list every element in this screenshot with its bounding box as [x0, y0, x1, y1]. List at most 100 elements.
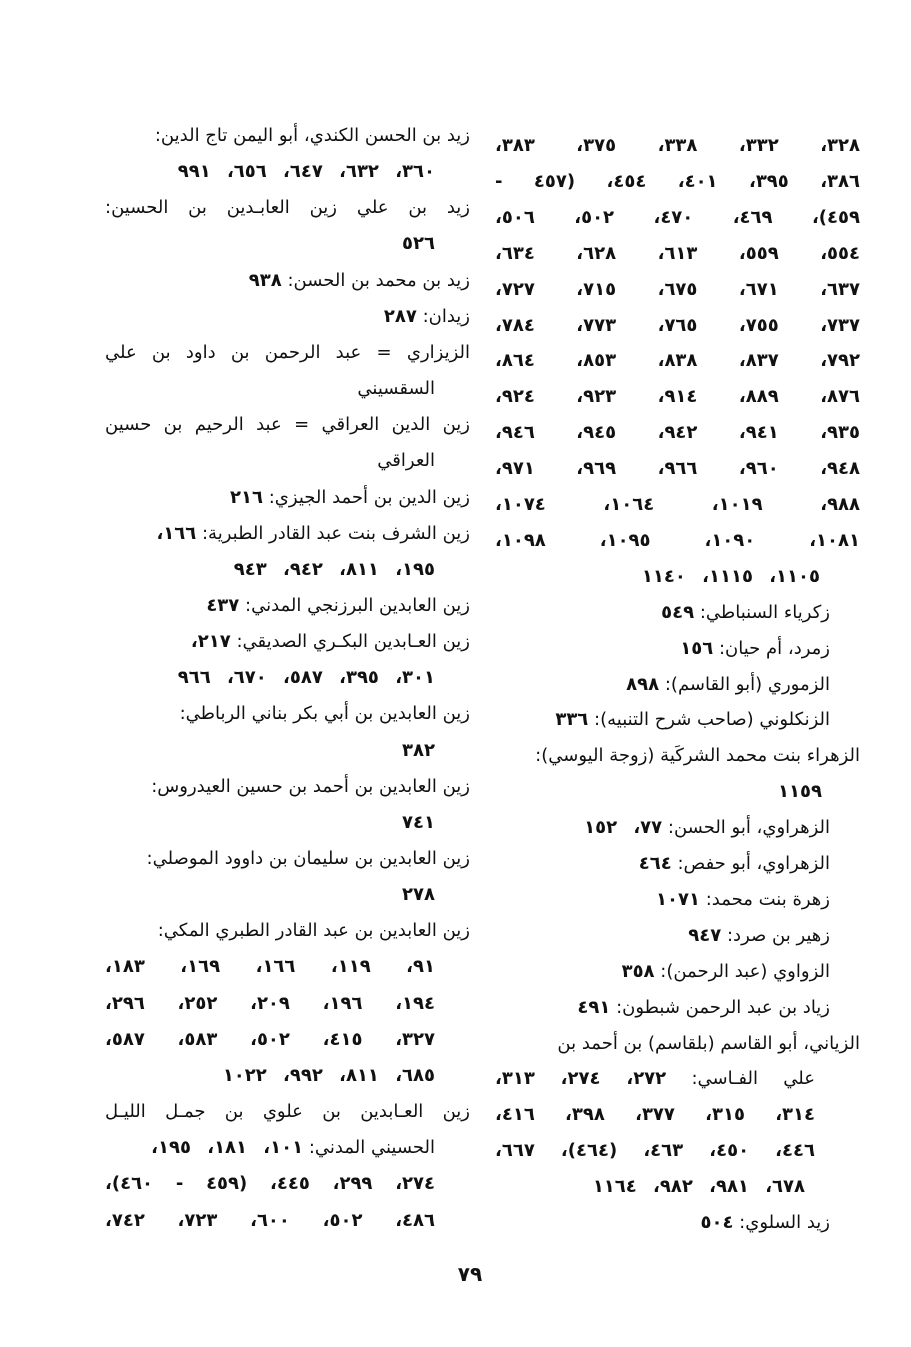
index-line: السقسيني: [357, 372, 435, 406]
page-references: ٢١٧،: [190, 631, 231, 653]
entry-name: زمرد، أم حيان:: [713, 637, 830, 659]
index-line: زيد بن الحسن الكندي، أبو اليمن تاج الدين…: [155, 119, 470, 153]
index-line: زمرد، أم حيان: ١٥٦: [680, 632, 830, 666]
index-line: ٨٧٦، ٨٨٩، ٩١٤، ٩٢٣، ٩٢٤،: [495, 380, 860, 414]
page-references: ٢٧٨: [402, 884, 435, 906]
page-references: ٣٢٨، ٣٣٢، ٣٣٨، ٣٧٥، ٣٨٣،: [495, 135, 860, 156]
entry-name: زهرة بنت محمد:: [699, 888, 830, 910]
page-references: ١٠١، ١٨١، ١٩٥،: [151, 1137, 304, 1159]
page-references: ١٩٥، ٨١١، ٩٤٢، ٩٤٣: [233, 558, 435, 580]
page-references: ٢١٦: [230, 486, 264, 508]
index-line: ٧٤١: [402, 806, 435, 840]
index-line: العراقي: [377, 444, 435, 478]
index-line: زين العابدين بن أحمد بن حسين العيدروس:: [151, 770, 470, 804]
index-line: ٣٦٠، ٦٣٢، ٦٤٧، ٦٥٦، ٩٩١: [178, 155, 435, 189]
index-line: زين العـابدين بن علوي بن جمـل الليـل: [105, 1095, 470, 1129]
index-line: ٧٩٢، ٨٣٧، ٨٣٨، ٨٥٣، ٨٦٤،: [495, 344, 860, 378]
index-line: ٢٧٨: [402, 878, 435, 912]
index-line: ٥٥٤، ٥٥٩، ٦١٣، ٦٢٨، ٦٣٤،: [495, 237, 860, 271]
index-line: الزهراوي، أبو حفص: ٤٦٤: [639, 847, 830, 881]
page-references: ٥٤٩: [661, 601, 695, 623]
page-references: ٥٢٦: [402, 233, 435, 255]
page-references: ٦٧٨، ٩٨١، ٩٨٢، ١١٦٤: [592, 1176, 805, 1198]
index-line: ٩١، ١١٩، ١٦٦، ١٦٩، ١٨٣،: [105, 950, 435, 984]
index-line: الحسيني المدني: ١٠١، ١٨١، ١٩٥،: [151, 1131, 435, 1165]
page-references: ٩٨٨، ١٠١٩، ١٠٦٤، ١٠٧٤،: [495, 494, 861, 515]
entry-name: الزواوي (عبد الرحمن):: [654, 960, 830, 982]
index-line: ٣٢٧، ٤١٥، ٥٠٢، ٥٨٣، ٥٨٧،: [105, 1023, 435, 1057]
page-references: ١١٥٩: [778, 781, 822, 803]
index-line: ٦٧٨، ٩٨١، ٩٨٢، ١١٦٤: [593, 1170, 805, 1204]
index-line: ٩٤٨، ٩٦٠، ٩٦٦، ٩٦٩، ٩٧١،: [495, 452, 860, 486]
index-line: ٢٧٤، ٢٩٩، ٤٤٥، (٤٥٩ - ٤٦٠)،: [105, 1167, 435, 1201]
entry-name: زيدان:: [416, 305, 470, 327]
page-references: ٧٩٢، ٨٣٧، ٨٣٨، ٨٥٣، ٨٦٤،: [495, 350, 860, 372]
index-line: زهرة بنت محمد: ١٠٧١: [656, 883, 830, 917]
page-references: ٣١٤، ٣١٥، ٣٧٧، ٣٩٨، ٤١٦،: [495, 1104, 815, 1126]
index-line: ٣٢٨، ٣٣٢، ٣٣٨، ٣٧٥، ٣٨٣،: [495, 129, 860, 163]
index-line: ٤٥٩)، ٤٦٩، ٤٧٠، ٥٠٢، ٥٠٦،: [495, 201, 860, 235]
index-line: ٦٣٧، ٦٧١، ٦٧٥، ٧١٥، ٧٢٧،: [495, 273, 860, 307]
index-line: ٥٢٦: [402, 227, 435, 261]
index-line: ٣١٤، ٣١٥، ٣٧٧، ٣٩٨، ٤١٦،: [495, 1098, 815, 1132]
page-references: ٥٥٤، ٥٥٩، ٦١٣، ٦٢٨، ٦٣٤،: [495, 242, 860, 264]
index-line: الزهراوي، أبو الحسن: ٧٧، ١٥٢: [584, 811, 830, 845]
page-references: ١٩٤، ١٩٦، ٢٠٩، ٢٥٢، ٢٩٦،: [105, 992, 435, 1014]
entry-name: زين العابدين البرزنجي المدني:: [239, 594, 470, 616]
entry-name: زين العـابدين البكـري الصديقي:: [230, 631, 470, 653]
page-references: ١١٠٥، ١١١٥، ١١٤٠: [641, 565, 820, 587]
index-line: ٧٣٧، ٧٥٥، ٧٦٥، ٧٧٣، ٧٨٤،: [495, 309, 860, 343]
index-line: زين العابدين البرزنجي المدني: ٤٣٧: [206, 589, 470, 623]
index-line: زيد بن علي زين العابـدين بن الحسين:: [105, 191, 470, 225]
index-line: زياد بن عبد الرحمن شبطون: ٤٩١: [577, 991, 830, 1025]
page-references: ٣٥٨: [621, 960, 655, 982]
index-line: زين العابدين بن أبي بكر بناني الرباطي:: [180, 697, 470, 731]
entry-name: زيد بن علي زين العابـدين بن الحسين:: [105, 197, 470, 219]
entry-name: زيد السلوي:: [733, 1212, 830, 1233]
page-references: ٤٦٤: [638, 853, 672, 874]
entry-name: زين العـابدين بن علوي بن جمـل الليـل: [105, 1101, 470, 1123]
index-line: زين العابدين بن عبد القادر الطبري المكي:: [158, 914, 470, 948]
page-references: ٩٤٧: [688, 924, 722, 946]
index-line: زهير بن صرد: ٩٤٧: [688, 919, 830, 953]
entry-name: الزهراوي، أبو الحسن:: [662, 817, 830, 839]
page-references: ١٥٦: [680, 637, 714, 659]
page-references: ٧٧، ١٥٢: [584, 817, 663, 839]
page-references: ٣٨٦، ٣٩٥، ٤٠١، ٤٥٤، (٤٥٧ -: [495, 170, 861, 192]
entry-name: الزهراء بنت محمد الشركَية (زوجة اليوسي):: [535, 745, 860, 767]
index-line: ٤٤٦، ٤٥٠، ٤٦٣، (٤٦٤)، ٦٦٧،: [495, 1134, 815, 1168]
index-line: زيد بن محمد بن الحسن: ٩٣٨: [249, 264, 470, 298]
index-line: زين الدين بن أحمد الجيزي: ٢١٦: [230, 481, 470, 515]
entry-name: زياد بن عبد الرحمن شبطون:: [610, 996, 830, 1018]
index-line: ١١٥٩: [778, 775, 822, 809]
index-line: زين العابدين بن سليمان بن داوود الموصلي:: [147, 842, 470, 876]
index-line: زكرياء السنباطي: ٥٤٩: [661, 596, 830, 630]
index-column-left: زيد بن الحسن الكندي، أبو اليمن تاج الدين…: [105, 0, 470, 1231]
entry-name: الزياني، أبو القاسم (بلقاسم) بن أحمد بن: [557, 1032, 860, 1054]
entry-name: زيد بن محمد بن الحسن:: [281, 269, 470, 291]
index-line: الزموري (أبو القاسم): ٨٩٨: [626, 668, 830, 702]
entry-name: زين العابدين بن أحمد بن حسين العيدروس:: [151, 775, 470, 797]
page-references: ٨٩٨: [626, 673, 660, 695]
page-references: ٣٠١، ٣٩٥، ٥٨٧، ٦٧٠، ٩٦٦: [177, 667, 435, 689]
index-line: زيد السلوي: ٥٠٤: [700, 1206, 830, 1240]
page-references: ٤٤٦، ٤٥٠، ٤٦٣، (٤٦٤)، ٦٦٧،: [495, 1140, 815, 1162]
page-references: ١٠٧١: [656, 888, 700, 910]
entry-name: زيد بن الحسن الكندي، أبو اليمن تاج الدين…: [154, 125, 470, 146]
entry-name: زين الشرف بنت عبد القادر الطبرية:: [196, 522, 470, 544]
entry-name: الزيزاري = عبد الرحمن بن داود بن علي: [105, 341, 470, 363]
entry-name: زين الدين بن أحمد الجيزي:: [263, 486, 470, 508]
page-references: ٦٨٥، ٨١١، ٩٩٢، ١٠٢٢: [222, 1064, 435, 1086]
entry-name: زين العابدين بن سليمان بن داوود الموصلي:: [146, 848, 470, 869]
index-line: ١١٠٥، ١١١٥، ١١٤٠: [642, 560, 820, 594]
index-line: ٩٨٨، ١٠١٩، ١٠٦٤، ١٠٧٤،: [495, 488, 860, 522]
page-references: ٩١، ١١٩، ١٦٦، ١٦٩، ١٨٣،: [105, 956, 436, 978]
index-line: الزياني، أبو القاسم (بلقاسم) بن أحمد بن: [557, 1027, 860, 1061]
index-line: الزيزاري = عبد الرحمن بن داود بن علي: [105, 336, 470, 370]
page-references: ٢٧٤، ٢٩٩، ٤٤٥، (٤٥٩ - ٤٦٠)،: [105, 1173, 435, 1195]
page-references: ٤٩١: [577, 996, 611, 1018]
entry-name: علي الفـاسي:: [666, 1068, 815, 1090]
entry-name: زين الدين العراقي = عبد الرحيم بن حسين: [105, 414, 470, 436]
index-line: ٣٨٦، ٣٩٥، ٤٠١، ٤٥٤، (٤٥٧ -: [495, 165, 860, 199]
page-references: ٥٠٤: [700, 1212, 734, 1233]
